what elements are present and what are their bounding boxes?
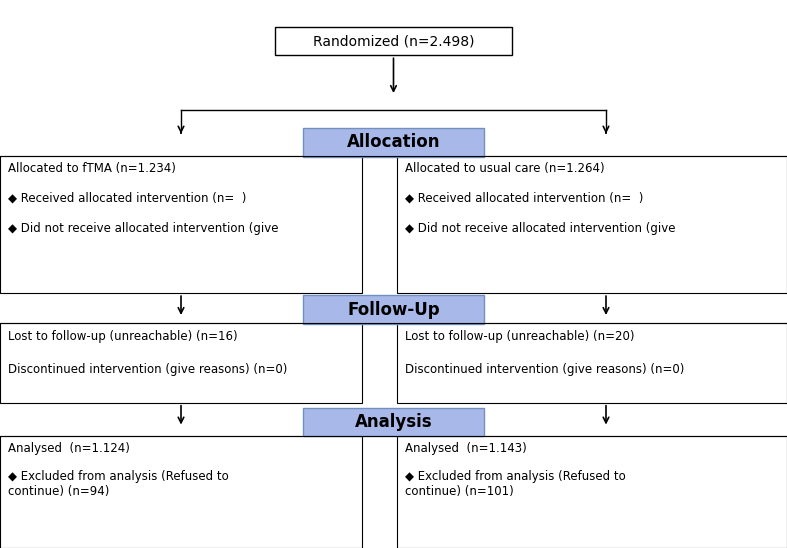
- Text: Discontinued intervention (give reasons) (n=0): Discontinued intervention (give reasons)…: [405, 363, 685, 376]
- Text: ◆ Excluded from analysis (Refused to
continue) (n=94): ◆ Excluded from analysis (Refused to con…: [8, 470, 228, 498]
- Text: ◆ Received allocated intervention (n=  ): ◆ Received allocated intervention (n= ): [8, 192, 246, 205]
- FancyBboxPatch shape: [303, 295, 484, 324]
- Text: Follow-Up: Follow-Up: [347, 301, 440, 318]
- Text: Allocation: Allocation: [347, 134, 440, 151]
- Text: Randomized (n=2.498): Randomized (n=2.498): [312, 34, 475, 48]
- Text: Lost to follow-up (unreachable) (n=20): Lost to follow-up (unreachable) (n=20): [405, 330, 635, 343]
- FancyBboxPatch shape: [0, 436, 362, 548]
- Text: Lost to follow-up (unreachable) (n=16): Lost to follow-up (unreachable) (n=16): [8, 330, 238, 343]
- FancyBboxPatch shape: [0, 323, 362, 403]
- FancyBboxPatch shape: [303, 408, 484, 436]
- Text: ◆ Excluded from analysis (Refused to
continue) (n=101): ◆ Excluded from analysis (Refused to con…: [405, 470, 626, 498]
- FancyBboxPatch shape: [275, 27, 512, 55]
- FancyBboxPatch shape: [397, 156, 787, 293]
- FancyBboxPatch shape: [0, 156, 362, 293]
- Text: Allocated to fTMA (n=1.234): Allocated to fTMA (n=1.234): [8, 162, 176, 175]
- FancyBboxPatch shape: [397, 323, 787, 403]
- Text: Analysis: Analysis: [355, 413, 432, 431]
- Text: Allocated to usual care (n=1.264): Allocated to usual care (n=1.264): [405, 162, 605, 175]
- FancyBboxPatch shape: [397, 436, 787, 548]
- Text: Analysed  (n=1.143): Analysed (n=1.143): [405, 442, 527, 455]
- Text: ◆ Did not receive allocated intervention (give: ◆ Did not receive allocated intervention…: [405, 222, 676, 235]
- Text: ◆ Did not receive allocated intervention (give: ◆ Did not receive allocated intervention…: [8, 222, 279, 235]
- FancyBboxPatch shape: [303, 128, 484, 157]
- Text: ◆ Received allocated intervention (n=  ): ◆ Received allocated intervention (n= ): [405, 192, 644, 205]
- Text: Discontinued intervention (give reasons) (n=0): Discontinued intervention (give reasons)…: [8, 363, 287, 376]
- Text: Analysed  (n=1.124): Analysed (n=1.124): [8, 442, 130, 455]
